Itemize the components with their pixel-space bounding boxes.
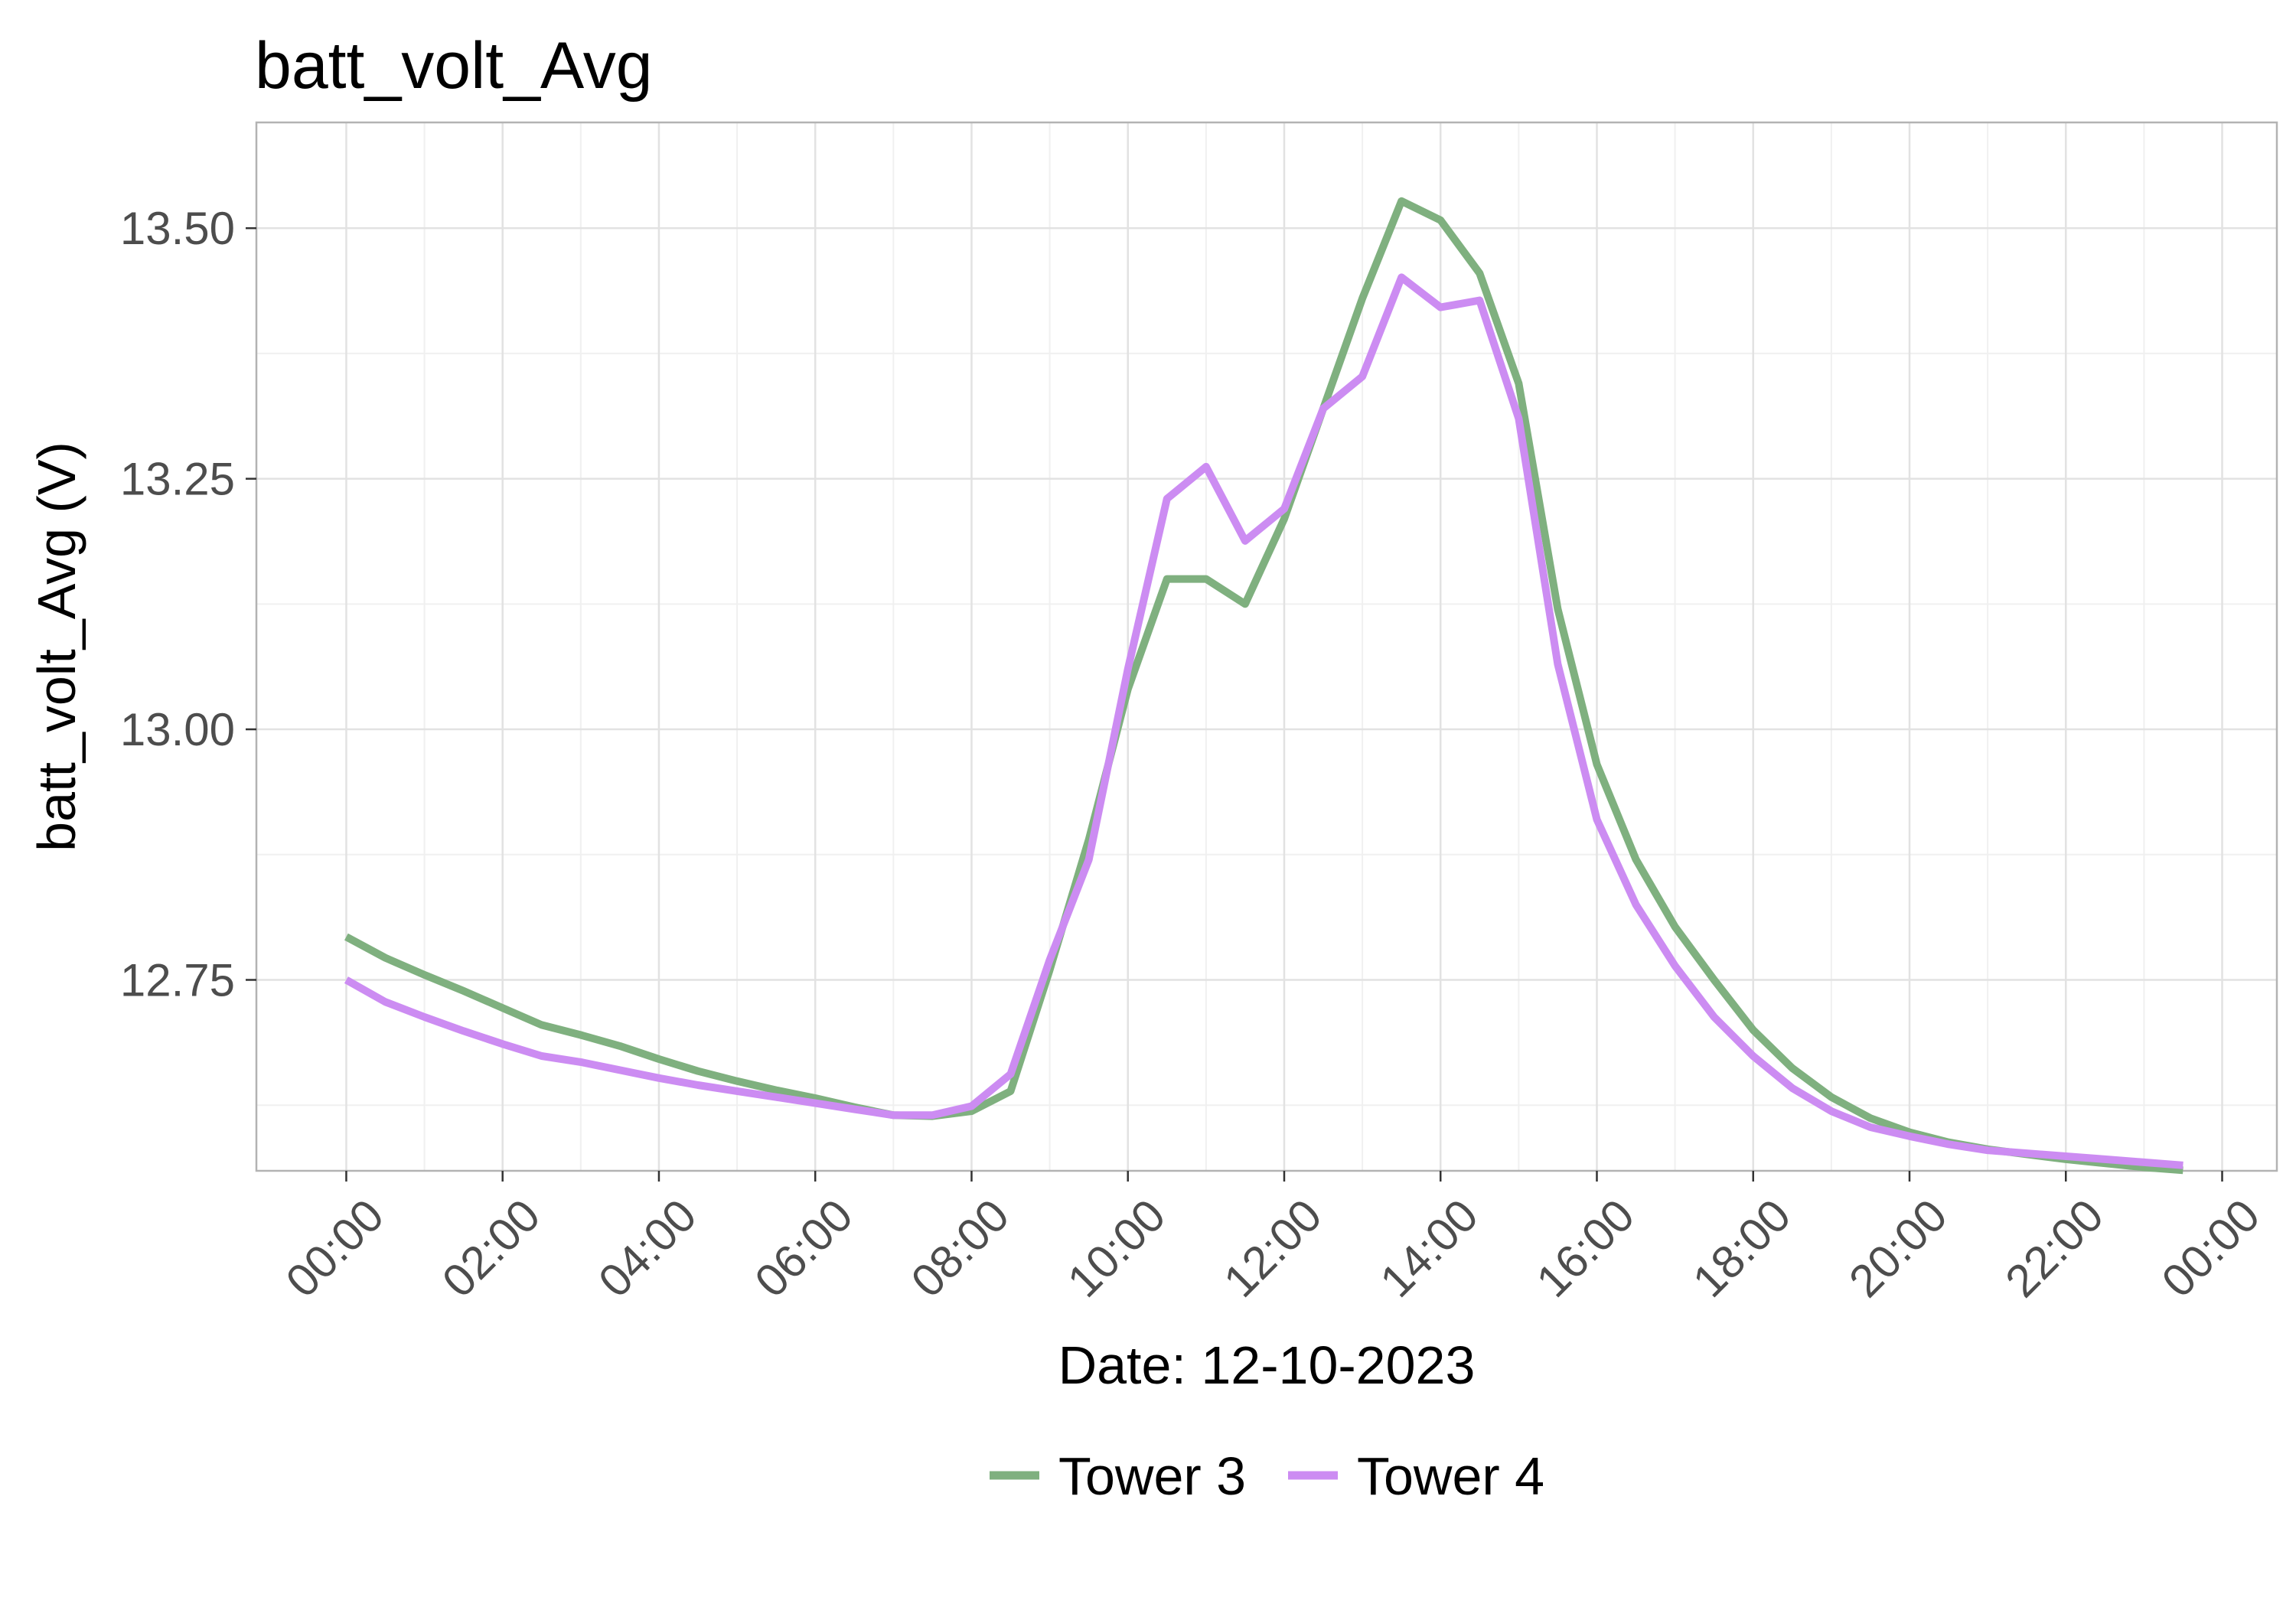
x-tick-label: 00:00 [2152,1189,2270,1307]
x-tick-label: 12:00 [1214,1189,1332,1307]
y-axis: 12.75 13.00 13.25 13.50 [120,203,256,1006]
x-tick-label: 18:00 [1683,1189,1801,1307]
legend-label: Tower 3 [1058,1446,1246,1506]
y-tick-label: 13.00 [120,704,235,755]
y-tick-label: 12.75 [120,954,235,1006]
plot-border [255,121,2278,1172]
major-gridlines [256,122,2277,1171]
legend-item-tower-4: Tower 4 [1288,1446,1544,1506]
x-tick-label: 04:00 [589,1189,706,1307]
plot-panel [256,122,2277,1171]
y-tick-label: 13.25 [120,454,235,505]
x-tick-label: 06:00 [745,1189,863,1307]
x-axis-title: Date: 12-10-2023 [1058,1335,1476,1395]
x-tick-label: 20:00 [1839,1189,1957,1307]
series-line-tower-4 [344,273,2183,1169]
x-tick-label: 00:00 [276,1189,394,1307]
legend: Tower 3 Tower 4 [990,1446,1544,1506]
x-tick-label: 02:00 [432,1189,550,1307]
series-line-tower-3 [344,197,2183,1175]
legend-label: Tower 4 [1357,1446,1544,1506]
x-tick-label: 16:00 [1527,1189,1645,1307]
x-axis: 00:00 02:00 04:00 06:00 08:00 10:00 12:00 14:00… [276,1171,2270,1307]
chart-title: batt_volt_Avg [255,29,653,103]
y-axis-title: batt_volt_Avg (V) [27,442,86,852]
x-tick-label: 10:00 [1058,1189,1176,1307]
y-tick-label: 13.50 [120,203,235,254]
x-tick-label: 14:00 [1370,1189,1488,1307]
x-tick-label: 22:00 [1995,1189,2113,1307]
minor-gridlines [256,122,2277,1171]
legend-item-tower-3: Tower 3 [990,1446,1246,1506]
x-tick-label: 08:00 [902,1189,1019,1307]
series-lines [344,197,2183,1175]
